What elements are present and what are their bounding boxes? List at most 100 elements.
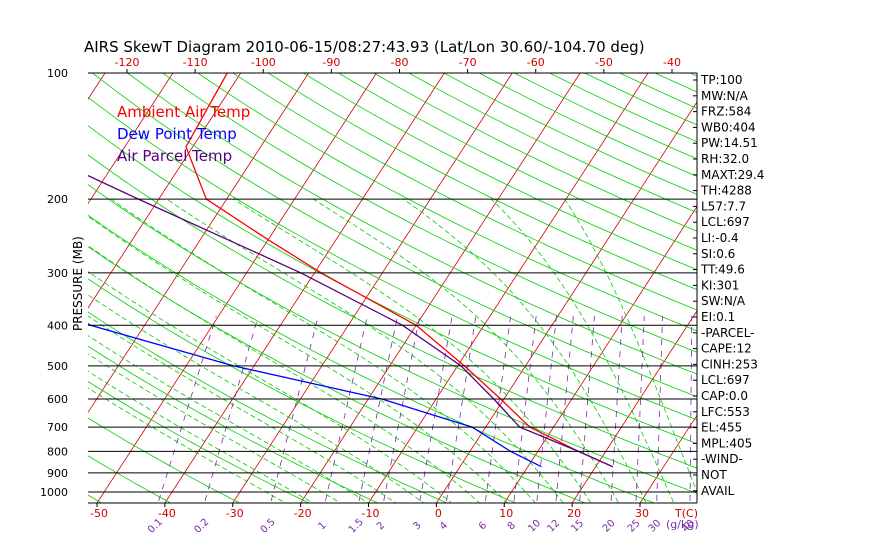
isotherm-line xyxy=(88,73,174,205)
legend-dew-point-temp: Dew Point Temp xyxy=(117,125,237,143)
bottom-unit-label: T(C) xyxy=(674,507,698,520)
bottom-tick-label: -50 xyxy=(90,507,108,520)
isotherm-line xyxy=(96,73,377,503)
dry-adiabat-line xyxy=(267,73,697,291)
moist-adiabat-line xyxy=(88,353,342,503)
pressure-tick-label: 100 xyxy=(47,67,68,80)
moist-adiabat-line xyxy=(88,245,481,503)
bottom-tick-label: -20 xyxy=(294,507,312,520)
index-label: LFC:553 xyxy=(701,405,750,419)
moist-adiabat-line xyxy=(88,294,425,503)
top-tick-label: -50 xyxy=(595,56,613,69)
dry-adiabat-line xyxy=(88,345,379,503)
mixing-ratio-label: 0.5 xyxy=(259,517,278,536)
mixing-ratio-label: 25 xyxy=(626,518,643,535)
bottom-tick-label: 10 xyxy=(499,507,513,520)
dry-adiabat-line xyxy=(88,381,310,503)
index-label: TH:4288 xyxy=(700,184,752,198)
mixing-ratio-label: 30 xyxy=(647,518,664,535)
dry-adiabat-line xyxy=(689,73,697,77)
mixing-ratio-line xyxy=(204,315,259,501)
mixing-ratio-line xyxy=(446,315,477,501)
index-label: -PARCEL- xyxy=(701,326,755,340)
mixing-ratio-line xyxy=(270,315,319,501)
moist-adiabat-line xyxy=(110,198,536,503)
moist-adiabat-line xyxy=(233,198,592,503)
dry-adiabat-line xyxy=(88,311,448,503)
dry-adiabat-line xyxy=(478,73,697,177)
dew-point-temp-line xyxy=(88,322,542,468)
legend-air-parcel-temp: Air Parcel Temp xyxy=(117,147,232,165)
bottom-tick-label: -30 xyxy=(226,507,244,520)
isotherm-line xyxy=(639,414,697,503)
index-label: CAP:0.0 xyxy=(701,389,748,403)
dry-adiabat-line xyxy=(88,125,697,445)
moist-adiabat-line xyxy=(403,198,647,503)
pressure-tick-label: 200 xyxy=(47,193,68,206)
moist-adiabat-line xyxy=(88,387,287,503)
dry-adiabat-line xyxy=(443,73,697,195)
isotherm-line xyxy=(776,73,870,503)
moist-adiabat-line xyxy=(88,335,369,503)
mixing-ratio-label: 4 xyxy=(438,520,450,532)
index-label: MPL:405 xyxy=(701,436,752,450)
index-label: FRZ:584 xyxy=(701,105,751,119)
index-label: KI:301 xyxy=(701,278,739,292)
dry-adiabat-line xyxy=(162,73,697,353)
dry-adiabat-line xyxy=(88,214,656,503)
index-label: TT:49.6 xyxy=(700,263,745,277)
dry-adiabat-line xyxy=(91,73,697,398)
index-label: LCL:697 xyxy=(701,373,750,387)
mixing-ratio-label: 8 xyxy=(506,520,518,532)
moist-adiabat-line xyxy=(88,370,314,503)
dry-adiabat-line xyxy=(88,96,697,421)
isotherm-line xyxy=(164,73,445,503)
moist-adiabat-line xyxy=(564,198,697,494)
index-label: PW:14.51 xyxy=(701,136,758,150)
dry-adiabat-line xyxy=(372,73,697,232)
pressure-tick-label: 800 xyxy=(47,445,68,458)
isotherm-line xyxy=(436,101,697,503)
top-tick-label: -40 xyxy=(663,56,681,69)
bottom-tick-label: 0 xyxy=(435,507,442,520)
index-label: SW:N/A xyxy=(701,294,746,308)
index-label: MW:N/A xyxy=(701,89,749,103)
dry-adiabat-line xyxy=(88,278,518,503)
index-label: CAPE:12 xyxy=(701,342,752,356)
mixing-ratio-label: 10 xyxy=(526,518,543,535)
mixing-ratio-line xyxy=(158,315,217,501)
mixing-ratio-label: 6 xyxy=(477,520,489,532)
mixing-ratio-label: 20 xyxy=(601,518,618,535)
index-label: LCL:697 xyxy=(701,215,750,229)
index-label: NOT xyxy=(701,468,727,482)
pressure-tick-label: 600 xyxy=(47,393,68,406)
moist-adiabat-line xyxy=(166,198,564,503)
index-label: -WIND- xyxy=(701,452,743,466)
index-label: WB0:404 xyxy=(701,120,756,134)
bottom-tick-label: 30 xyxy=(635,507,649,520)
mixing-ratio-line xyxy=(419,315,453,501)
top-tick-label: -110 xyxy=(183,56,208,69)
top-tick-label: -90 xyxy=(322,56,340,69)
index-label: SI:0.6 xyxy=(701,247,735,261)
pressure-tick-label: 500 xyxy=(47,360,68,373)
mixing-ratio-line xyxy=(358,315,398,501)
dry-adiabat-line xyxy=(88,154,697,469)
dry-adiabat-line xyxy=(88,417,241,503)
bottom-tick-label: -40 xyxy=(158,507,176,520)
mixing-unit-label: (g/kg) xyxy=(666,518,699,531)
moist-adiabat-line xyxy=(88,215,508,503)
isotherm-line xyxy=(88,73,106,100)
bottom-tick-label: -10 xyxy=(362,507,380,520)
index-label: AVAIL xyxy=(701,484,735,498)
index-label: TP:100 xyxy=(700,73,743,87)
index-label: MAXT:29.4 xyxy=(701,168,764,182)
index-label: CINH:253 xyxy=(701,357,758,371)
top-tick-label: -70 xyxy=(459,56,477,69)
mixing-ratio-label: 15 xyxy=(569,518,586,535)
index-label: LI:-0.4 xyxy=(701,231,739,245)
pressure-tick-label: 400 xyxy=(47,319,68,332)
isotherm-line xyxy=(0,73,37,503)
mixing-ratio-label: 3 xyxy=(411,520,423,532)
